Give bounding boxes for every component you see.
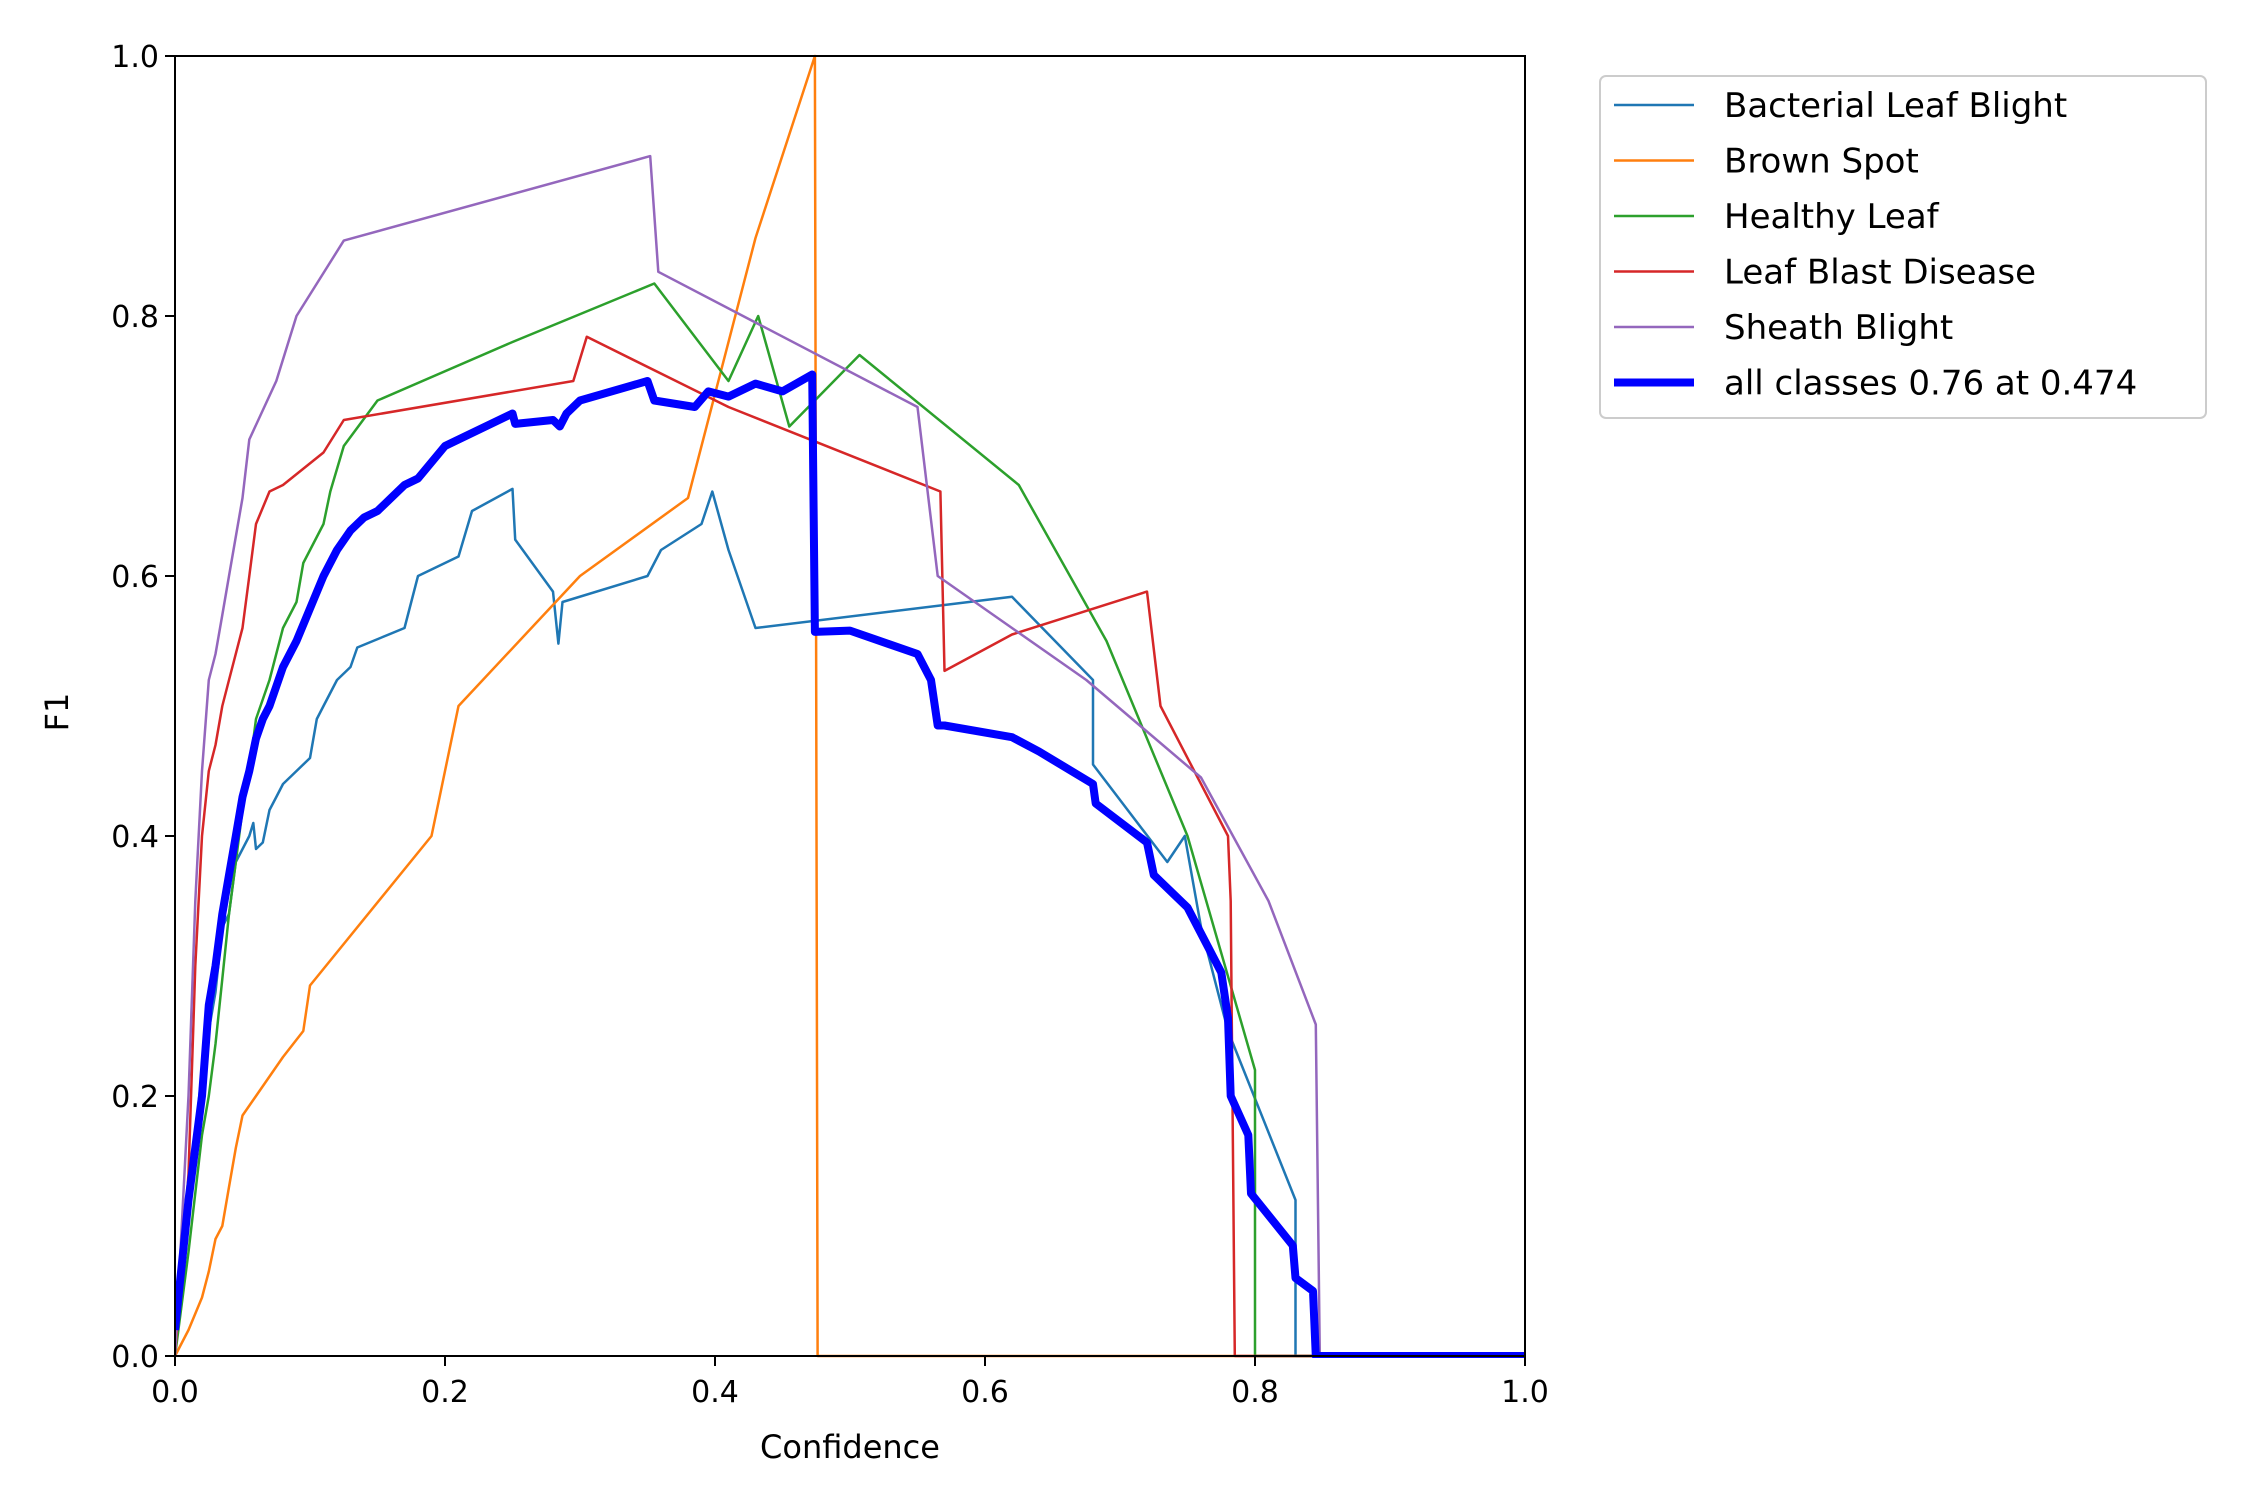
legend-label: Sheath Blight xyxy=(1724,308,1953,348)
legend-label: Bacterial Leaf Blight xyxy=(1724,86,2067,126)
series-line-all-classes xyxy=(175,370,1525,1358)
series-line-sheath-blight xyxy=(175,154,1525,1358)
x-tick-label: 0.8 xyxy=(1231,1375,1279,1410)
y-tick-label: 0.4 xyxy=(111,820,159,855)
x-tick-label: 0.0 xyxy=(151,1375,199,1410)
series-line-leaf-blast-disease xyxy=(175,335,1525,1358)
x-axis: 0.0 0.2 0.4 0.6 0.8 1.0 xyxy=(151,1356,1549,1410)
series-line-bacterial-leaf-blight xyxy=(175,487,1525,1358)
y-tick-label: 0.0 xyxy=(111,1340,159,1375)
legend-label: Healthy Leaf xyxy=(1724,197,1940,237)
legend-label: Brown Spot xyxy=(1724,142,1919,182)
series-lines xyxy=(175,54,1525,1358)
plot-frame xyxy=(174,55,1526,1357)
legend: Bacterial Leaf Blight Brown Spot Healthy L… xyxy=(1599,75,2207,419)
x-axis-label: Confidence xyxy=(760,1428,940,1466)
y-axis-label: F1 xyxy=(38,693,76,732)
plot-area xyxy=(175,54,1525,1358)
y-tick-label: 0.8 xyxy=(111,300,159,335)
legend-label: Leaf Blast Disease xyxy=(1724,253,2036,293)
x-tick-label: 0.6 xyxy=(961,1375,1009,1410)
x-tick-label: 0.2 xyxy=(421,1375,469,1410)
y-tick-label: 1.0 xyxy=(111,40,159,75)
y-tick-label: 0.2 xyxy=(111,1080,159,1115)
y-tick-label: 0.6 xyxy=(111,560,159,595)
legend-box xyxy=(1599,75,2207,419)
y-axis: 0.0 0.2 0.4 0.6 0.8 1.0 xyxy=(111,40,175,1375)
series-line-brown-spot xyxy=(175,54,1525,1358)
x-tick-label: 0.4 xyxy=(691,1375,739,1410)
x-tick-label: 1.0 xyxy=(1501,1375,1549,1410)
legend-label: all classes 0.76 at 0.474 xyxy=(1724,364,2137,404)
series-line-healthy-leaf xyxy=(175,282,1525,1358)
